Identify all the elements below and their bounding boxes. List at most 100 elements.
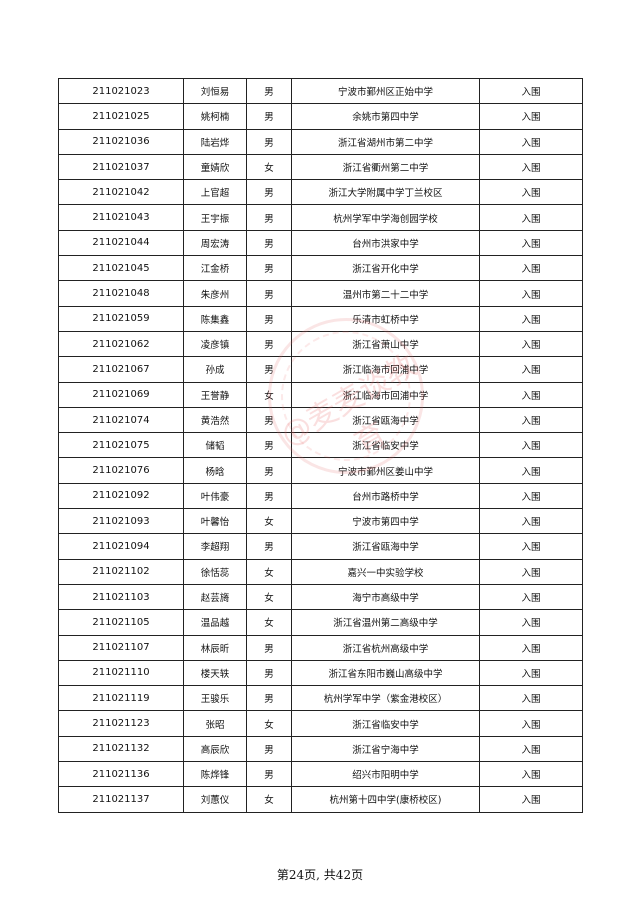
gender-cell: 男 bbox=[246, 634, 292, 661]
status-cell: 入围 bbox=[479, 710, 583, 737]
school-cell: 海宁市高级中学 bbox=[291, 583, 480, 611]
school-cell: 温州市第二十二中学 bbox=[291, 280, 480, 307]
status-cell: 入围 bbox=[479, 659, 583, 687]
school-cell: 宁波市第四中学 bbox=[291, 508, 480, 535]
status-cell: 入围 bbox=[479, 558, 583, 585]
name-cell: 朱彦州 bbox=[183, 280, 247, 307]
table-row: 211021045 江金桥男浙江省开化中学 入围 bbox=[58, 255, 583, 282]
status-cell: 入围 bbox=[479, 583, 583, 611]
school-cell: 浙江省瓯海中学 bbox=[291, 406, 480, 434]
gender-cell: 女 bbox=[246, 508, 292, 535]
name-cell: 姚柯楠 bbox=[183, 103, 247, 130]
status-cell: 入围 bbox=[479, 432, 583, 459]
gender-cell: 男 bbox=[246, 533, 292, 560]
id-cell: 211021023 bbox=[58, 77, 184, 105]
school-cell: 杭州学军中学（紫金港校区） bbox=[291, 685, 480, 712]
id-cell: 211021136 bbox=[58, 761, 184, 788]
status-cell: 入围 bbox=[479, 255, 583, 282]
school-cell: 浙江省湖州市第二中学 bbox=[291, 128, 480, 155]
gender-cell: 男 bbox=[246, 659, 292, 687]
gender-cell: 男 bbox=[246, 305, 292, 332]
status-cell: 入围 bbox=[479, 128, 583, 155]
table-row: 211021069 王誉静女浙江临海市回浦中学 入围 bbox=[58, 381, 583, 408]
table-row: 211021093 叶馨怡女宁波市第四中学 入围 bbox=[58, 508, 583, 535]
id-cell: 211021093 bbox=[58, 508, 184, 535]
id-cell: 211021069 bbox=[58, 381, 184, 408]
id-cell: 211021076 bbox=[58, 457, 184, 484]
status-cell: 入围 bbox=[479, 77, 583, 105]
status-cell: 入围 bbox=[479, 457, 583, 484]
table-row: 211021067 孙成男浙江临海市回浦中学 入围 bbox=[58, 356, 583, 383]
name-cell: 刘恒易 bbox=[183, 77, 247, 105]
gender-cell: 男 bbox=[246, 128, 292, 155]
name-cell: 杨晗 bbox=[183, 457, 247, 484]
name-cell: 徐恬蕊 bbox=[183, 558, 247, 585]
school-cell: 余姚市第四中学 bbox=[291, 103, 480, 130]
id-cell: 211021123 bbox=[58, 710, 184, 737]
gender-cell: 男 bbox=[246, 761, 292, 788]
name-cell: 王骏乐 bbox=[183, 685, 247, 712]
table-row: 211021074 黄浩然男浙江省瓯海中学 入围 bbox=[58, 406, 583, 434]
table-row: 211021119 王骏乐男杭州学军中学（紫金港校区） 入围 bbox=[58, 685, 583, 712]
status-cell: 入围 bbox=[479, 280, 583, 307]
table-row: 211021094 李超翔男浙江省瓯海中学 入围 bbox=[58, 533, 583, 560]
school-cell: 宁波市鄞州区姜山中学 bbox=[291, 457, 480, 484]
name-cell: 温品越 bbox=[183, 609, 247, 636]
id-cell: 211021036 bbox=[58, 128, 184, 155]
table-row: 211021023 刘恒易男宁波市鄞州区正始中学 入围 bbox=[58, 77, 583, 105]
name-cell: 赵芸旖 bbox=[183, 583, 247, 611]
status-cell: 入围 bbox=[479, 229, 583, 257]
gender-cell: 男 bbox=[246, 406, 292, 434]
gender-cell: 女 bbox=[246, 153, 292, 181]
table-row: 211021043 王宇振男杭州学军中学海创园学校 入围 bbox=[58, 204, 583, 231]
status-cell: 入围 bbox=[479, 305, 583, 332]
status-cell: 入围 bbox=[479, 406, 583, 434]
table-row: 211021048 朱彦州男温州市第二十二中学 入围 bbox=[58, 280, 583, 307]
status-cell: 入围 bbox=[479, 609, 583, 636]
name-cell: 陈集鑫 bbox=[183, 305, 247, 332]
name-cell: 上官超 bbox=[183, 179, 247, 206]
school-cell: 嘉兴一中实验学校 bbox=[291, 558, 480, 585]
name-cell: 楼天轶 bbox=[183, 659, 247, 687]
id-cell: 211021137 bbox=[58, 786, 184, 813]
school-cell: 浙江省临安中学 bbox=[291, 710, 480, 737]
name-cell: 林辰昕 bbox=[183, 634, 247, 661]
school-cell: 浙江省宁海中学 bbox=[291, 735, 480, 763]
name-cell: 高辰欣 bbox=[183, 735, 247, 763]
id-cell: 211021059 bbox=[58, 305, 184, 332]
table-row: 211021136 陈烨锋男绍兴市阳明中学 入围 bbox=[58, 761, 583, 788]
name-cell: 陆岩烨 bbox=[183, 128, 247, 155]
table-row: 211021123 张昭女浙江省临安中学 入围 bbox=[58, 710, 583, 737]
gender-cell: 男 bbox=[246, 735, 292, 763]
gender-cell: 女 bbox=[246, 710, 292, 737]
gender-cell: 男 bbox=[246, 457, 292, 484]
table-row: 211021075 储韬男浙江省临安中学 入围 bbox=[58, 432, 583, 459]
gender-cell: 女 bbox=[246, 558, 292, 585]
id-cell: 211021102 bbox=[58, 558, 184, 585]
status-cell: 入围 bbox=[479, 179, 583, 206]
table-row: 211021076 杨晗男宁波市鄞州区姜山中学 入围 bbox=[58, 457, 583, 484]
id-cell: 211021119 bbox=[58, 685, 184, 712]
status-cell: 入围 bbox=[479, 381, 583, 408]
gender-cell: 男 bbox=[246, 432, 292, 459]
gender-cell: 男 bbox=[246, 330, 292, 358]
status-cell: 入围 bbox=[479, 356, 583, 383]
page-footer: 第24页, 共42页 bbox=[276, 868, 364, 882]
school-cell: 浙江省东阳市巍山高级中学 bbox=[291, 659, 480, 687]
status-cell: 入围 bbox=[479, 508, 583, 535]
id-cell: 211021132 bbox=[58, 735, 184, 763]
id-cell: 211021092 bbox=[58, 482, 184, 510]
table-row: 211021037 童婧欣女浙江省衢州第二中学 入围 bbox=[58, 153, 583, 181]
gender-cell: 女 bbox=[246, 786, 292, 813]
name-cell: 童婧欣 bbox=[183, 153, 247, 181]
school-cell: 台州市洪家中学 bbox=[291, 229, 480, 257]
name-cell: 凌彦镇 bbox=[183, 330, 247, 358]
table-row: 211021107 林辰昕男浙江省杭州高级中学 入围 bbox=[58, 634, 583, 661]
school-cell: 绍兴市阳明中学 bbox=[291, 761, 480, 788]
gender-cell: 男 bbox=[246, 685, 292, 712]
school-cell: 浙江省开化中学 bbox=[291, 255, 480, 282]
gender-cell: 男 bbox=[246, 77, 292, 105]
school-cell: 台州市路桥中学 bbox=[291, 482, 480, 510]
table-row: 211021042 上官超男浙江大学附属中学丁兰校区 入围 bbox=[58, 179, 583, 206]
id-cell: 211021062 bbox=[58, 330, 184, 358]
